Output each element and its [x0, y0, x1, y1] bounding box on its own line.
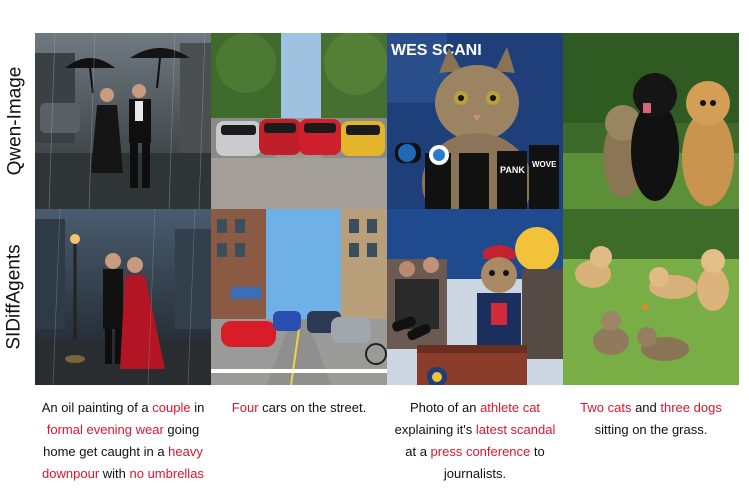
caption-text: An oil painting of a — [41, 400, 153, 415]
caption-highlight: heavy downpour — [42, 444, 203, 481]
image-grid: WES SCANI PANK WOVE — [35, 33, 740, 385]
row-label-qwen: Qwen-Image — [0, 33, 30, 209]
caption-cat-press: Photo of an athlete cat explaining it's … — [387, 397, 563, 485]
caption-highlight: latest scandal — [475, 422, 556, 437]
caption-highlight: Four — [231, 400, 259, 415]
caption-pets: Two cats and three dogs sitting on the g… — [563, 397, 739, 485]
caption-text: in — [190, 400, 205, 415]
image-sidiff-pets — [563, 209, 739, 385]
caption-text: going home get caught in a — [43, 422, 200, 459]
caption-text: Photo of an — [409, 400, 481, 415]
caption-highlight: press conference — [430, 444, 531, 459]
image-qwen-cat-press: WES SCANI PANK WOVE — [387, 33, 563, 209]
caption-text: sitting on the grass. — [594, 422, 708, 437]
caption-cars: Four cars on the street. — [211, 397, 387, 485]
caption-text: and — [631, 400, 661, 415]
caption-row: An oil painting of a couple in formal ev… — [35, 397, 739, 485]
image-sidiff-cat-press — [387, 209, 563, 385]
row-label-sidiffagents: SIDiffAgents — [0, 209, 30, 385]
caption-text: with — [99, 466, 130, 481]
caption-text: cars on the street. — [258, 400, 367, 415]
caption-text: to journalists. — [443, 444, 545, 481]
image-sidiff-cars — [211, 209, 387, 385]
mic-label: WOVE — [532, 160, 557, 169]
caption-highlight: three dogs — [660, 400, 722, 415]
image-sidiff-couple — [35, 209, 211, 385]
caption-highlight: Two cats — [580, 400, 632, 415]
image-qwen-cars — [211, 33, 387, 209]
caption-text: at a — [405, 444, 431, 459]
caption-highlight: no umbrellas — [129, 466, 204, 481]
backdrop-text: WES SCANI — [391, 42, 482, 59]
caption-text: explaining it's — [394, 422, 476, 437]
row-label-text: SIDiffAgents — [4, 244, 26, 350]
caption-highlight: athlete cat — [480, 400, 541, 415]
caption-highlight: formal evening wear — [46, 422, 164, 437]
image-qwen-pets — [563, 33, 739, 209]
row-label-text: Qwen-Image — [4, 66, 25, 176]
image-qwen-couple — [35, 33, 211, 209]
caption-highlight: couple — [152, 400, 191, 415]
mic-label: PANK — [500, 165, 525, 175]
caption-couple: An oil painting of a couple in formal ev… — [35, 397, 211, 485]
